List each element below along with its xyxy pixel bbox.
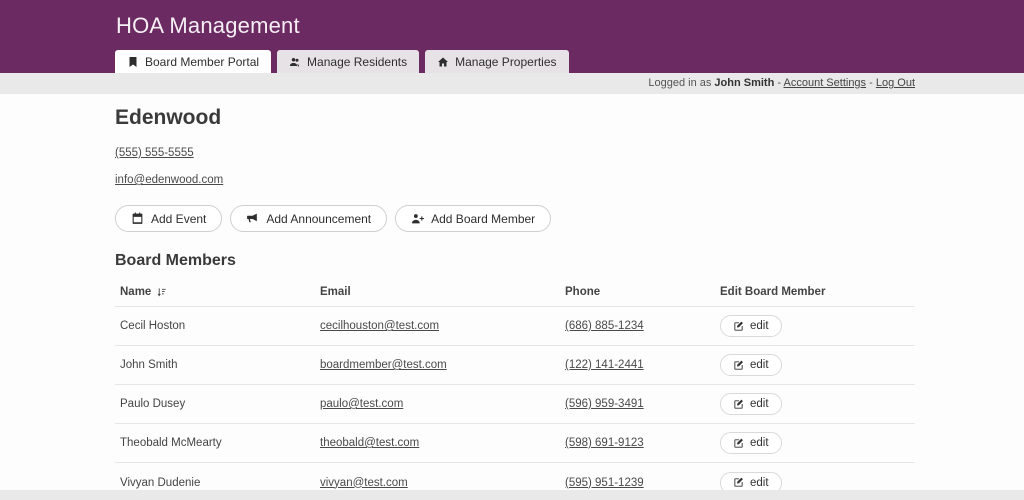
member-name: John Smith <box>120 359 178 371</box>
table-row: Vivyan Dudenie vivyan@test.com (595) 951… <box>115 463 915 490</box>
member-name: Vivyan Dudenie <box>120 476 201 489</box>
app-title: HOA Management <box>116 13 300 38</box>
board-members-heading: Board Members <box>115 252 236 269</box>
action-buttons: Add Event Add Announcement Add Board Mem… <box>115 205 915 232</box>
logged-in-user: John Smith <box>714 77 775 89</box>
button-label: Add Announcement <box>266 211 372 226</box>
megaphone-icon <box>247 213 258 223</box>
table-body: Cecil Hoston cecilhouston@test.com (686)… <box>115 307 915 490</box>
user-bar-text: Logged in as John Smith - Account Settin… <box>115 73 915 94</box>
member-phone-link[interactable]: (596) 959-3491 <box>565 398 644 410</box>
calendar-icon <box>132 212 143 224</box>
page-bottom-strip <box>0 490 1024 500</box>
column-header-edit: Edit Board Member <box>720 286 826 298</box>
edit-label: edit <box>750 437 769 449</box>
member-phone-link[interactable]: (598) 691-9123 <box>565 437 644 449</box>
edit-label: edit <box>750 320 769 332</box>
property-phone-link[interactable]: (555) 555-5555 <box>115 147 194 159</box>
bookmark-icon <box>129 56 137 67</box>
table-row: Theobald McMearty theobald@test.com (598… <box>115 424 915 463</box>
edit-member-button[interactable]: edit <box>720 471 782 490</box>
tab-label: Board Member Portal <box>145 54 260 69</box>
edit-icon <box>734 360 743 370</box>
property-name-heading: Edenwood <box>115 106 222 129</box>
tab-board-member-portal[interactable]: Board Member Portal <box>115 50 272 73</box>
table-row: Paulo Dusey paulo@test.com (596) 959-349… <box>115 385 915 424</box>
member-email-link[interactable]: boardmember@test.com <box>320 359 447 371</box>
member-email-link[interactable]: cecilhouston@test.com <box>320 320 440 332</box>
user-bar: Logged in as John Smith - Account Settin… <box>0 73 1024 94</box>
button-label: Add Board Member <box>431 211 536 226</box>
member-email-link[interactable]: paulo@test.com <box>320 398 404 410</box>
user-plus-icon <box>412 214 425 224</box>
main-content: Edenwood (555) 555-5555 info@edenwood.co… <box>0 94 1024 490</box>
home-icon <box>438 57 449 66</box>
log-out-link[interactable]: Log Out <box>875 77 915 89</box>
tab-label: Manage Properties <box>455 54 557 69</box>
edit-member-button[interactable]: edit <box>720 315 782 337</box>
main-tabs: Board Member Portal Manage Residents Man… <box>115 50 569 73</box>
tab-manage-residents[interactable]: Manage Residents <box>277 50 420 73</box>
tab-label: Manage Residents <box>307 54 408 69</box>
sort-icon[interactable] <box>156 287 167 298</box>
table-row: John Smith boardmember@test.com (122) 14… <box>115 346 915 385</box>
edit-member-button[interactable]: edit <box>720 393 782 415</box>
edit-label: edit <box>750 359 769 371</box>
edit-icon <box>734 438 743 448</box>
table-row: Cecil Hoston cecilhouston@test.com (686)… <box>115 307 915 346</box>
button-label: Add Event <box>151 211 207 226</box>
member-email-link[interactable]: vivyan@test.com <box>320 476 408 489</box>
column-header-phone: Phone <box>565 286 601 298</box>
edit-icon <box>734 399 743 409</box>
column-header-name[interactable]: Name <box>115 286 315 298</box>
member-email-link[interactable]: theobald@test.com <box>320 437 420 449</box>
separator: - <box>777 77 782 89</box>
tab-manage-properties[interactable]: Manage Properties <box>425 50 569 73</box>
edit-member-button[interactable]: edit <box>720 354 782 376</box>
property-email-link[interactable]: info@edenwood.com <box>115 174 224 186</box>
edit-label: edit <box>750 476 769 489</box>
member-phone-link[interactable]: (686) 885-1234 <box>565 320 644 332</box>
add-announcement-button[interactable]: Add Announcement <box>230 205 388 232</box>
logged-in-prefix: Logged in as <box>648 77 712 89</box>
member-phone-link[interactable]: (595) 951-1239 <box>565 476 644 489</box>
board-members-table: Name Email Phone Edit Board Member Cecil… <box>115 278 915 490</box>
member-name: Cecil Hoston <box>120 320 186 332</box>
member-phone-link[interactable]: (122) 141-2441 <box>565 359 644 371</box>
edit-member-button[interactable]: edit <box>720 432 782 454</box>
account-settings-link[interactable]: Account Settings <box>783 77 867 89</box>
separator: - <box>869 77 873 89</box>
add-event-button[interactable]: Add Event <box>115 205 223 232</box>
table-header-row: Name Email Phone Edit Board Member <box>115 278 915 307</box>
edit-icon <box>734 477 743 487</box>
edit-label: edit <box>750 398 769 410</box>
users-icon <box>290 57 300 66</box>
app-header: HOA Management Board Member Portal Manag… <box>0 0 1024 73</box>
edit-icon <box>734 321 743 331</box>
column-label: Name <box>120 286 152 298</box>
member-name: Paulo Dusey <box>120 398 186 410</box>
column-header-email: Email <box>320 286 351 298</box>
add-board-member-button[interactable]: Add Board Member <box>395 205 552 232</box>
member-name: Theobald McMearty <box>120 437 222 449</box>
